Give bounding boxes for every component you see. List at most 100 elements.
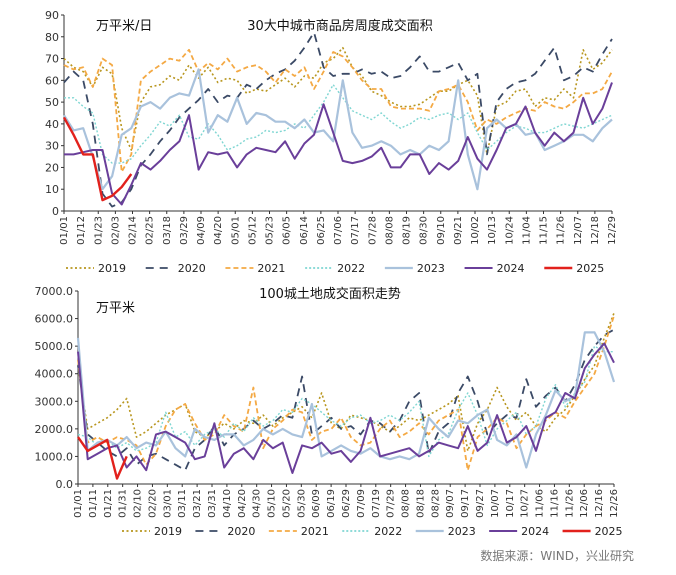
chart2-legend: 2019 2020 2021 2022 2023 2024 2025	[122, 525, 623, 538]
chart2-x-tick-label: 09/07	[445, 489, 456, 518]
chart2-y-tick-label: 6000.0	[35, 313, 74, 326]
chart2-y-tick-label: 0.0	[56, 478, 74, 491]
chart2-x-tick-label: 11/06	[535, 489, 546, 518]
chart1-legend-label-2024: 2024	[497, 262, 525, 275]
chart1-x-tick-label: 04/09	[196, 216, 207, 245]
chart2-series-2024	[77, 342, 615, 474]
chart2-x-tick-label: 07/09	[356, 489, 367, 518]
chart1-legend-label-2019: 2019	[98, 262, 126, 275]
chart2-legend-label-2023: 2023	[448, 525, 476, 538]
chart1-legend-label-2021: 2021	[257, 262, 285, 275]
chart2-x-tick-label: 02/20	[147, 489, 158, 518]
chart1-x-tick-label: 05/12	[247, 216, 258, 245]
chart1-y-tick-label: 10	[45, 183, 59, 196]
chart1-legend: 2019 2020 2021 2022 2023 2024 2025	[66, 262, 604, 275]
chart2-series-2019	[77, 312, 615, 452]
chart2-x-tick-label: 07/19	[371, 489, 382, 518]
chart2-x-tick-label: 04/30	[252, 489, 263, 518]
chart1-x-tick-label: 12/29	[607, 216, 618, 245]
chart1-x-tick-label: 11/26	[556, 216, 567, 245]
source-note: 数据来源：WIND，兴业研究	[480, 548, 634, 563]
chart2-x-tick-label: 08/08	[401, 489, 412, 518]
chart2-x-tick-label: 11/26	[564, 489, 575, 518]
chart2-x-tick-label: 01/01	[73, 489, 84, 518]
chart1-y-tick-label: 60	[45, 74, 59, 87]
chart1-legend-label-2022: 2022	[337, 262, 365, 275]
chart2-series	[76, 312, 616, 480]
chart2-x-tick-label: 09/17	[460, 489, 471, 518]
chart1-series-2021	[63, 48, 613, 173]
chart1-series-2023	[63, 68, 613, 191]
chart2-x-tick-label: 11/16	[549, 489, 560, 518]
chart2-legend-label-2022: 2022	[374, 525, 402, 538]
chart2-x-tick-label: 05/30	[296, 489, 307, 518]
chart2-x-tick-label: 04/20	[237, 489, 248, 518]
chart1-y-tick-label: 30	[45, 140, 59, 153]
chart2-x-tick-label: 07/29	[386, 489, 397, 518]
chart1-x-tick-label: 06/05	[282, 216, 293, 245]
chart1-x-tick-label: 06/25	[316, 216, 327, 245]
chart2-x-tick-label: 01/21	[103, 489, 114, 518]
chart1-x-tick-label: 01/12	[76, 216, 87, 245]
chart1-y-tick-label: 80	[45, 31, 59, 44]
chart1-x-tick-label: 10/13	[487, 216, 498, 245]
chart2-x-tick-label: 01/11	[88, 489, 99, 518]
chart1-x-tick-label: 08/30	[419, 216, 430, 245]
chart1-x-tick-label: 05/01	[230, 216, 241, 245]
chart2-x-tick-label: 08/28	[430, 489, 441, 518]
chart2-x-tick-label: 01/31	[118, 489, 129, 518]
chart2-y-tick-label: 4000.0	[35, 368, 74, 381]
chart1-x-tick-label: 12/07	[573, 216, 584, 245]
chart1-x-tick-label: 08/19	[402, 216, 413, 245]
chart1-title: 30大中城市商品房周度成交面积	[247, 18, 433, 34]
chart2-series-2020	[77, 328, 615, 472]
chart2-x-tick-label: 10/17	[505, 489, 516, 518]
chart1-x-tick-label: 12/18	[590, 216, 601, 245]
chart1-x-tick-label: 07/17	[350, 216, 361, 245]
chart2-x-tick-label: 09/27	[475, 489, 486, 518]
chart1-x-tick-label: 10/24	[504, 216, 515, 245]
chart2-x-tick-label: 06/29	[341, 489, 352, 518]
chart1-series-2024	[64, 82, 613, 206]
chart1-x-tick-label: 02/03	[110, 216, 121, 245]
chart1-y-tick-label: 50	[45, 96, 59, 109]
chart1-legend-label-2020: 2020	[178, 262, 206, 275]
chart2-y-tick-label: 5000.0	[35, 340, 74, 353]
chart2-y-tick-label: 2000.0	[35, 423, 74, 436]
chart1-series-2019	[63, 46, 613, 156]
chart1-x-tick-label: 02/14	[128, 216, 139, 245]
chart2-x-tick-label: 12/26	[609, 489, 620, 518]
chart2-x-tick-label: 10/27	[520, 489, 531, 518]
chart2-x-tick-label: 05/10	[267, 489, 278, 518]
chart1-x-tick-label: 01/23	[93, 216, 104, 245]
chart2-series-2025	[77, 436, 128, 480]
chart1-x-tick-label: 06/14	[299, 216, 310, 245]
chart1-axes: 0 10 20 30 40 50 60 70 80 90 01/01 01/12 01/23 02/03 0…	[45, 9, 618, 245]
chart2-series-2023	[76, 331, 616, 469]
chart2-x-tick-label: 04/10	[222, 489, 233, 518]
panel-land: 100城土地成交面积走势 万平米 0.0 1000.0 2000.0 3000.0 40…	[35, 285, 623, 538]
chart2-x-tick-label: 03/21	[192, 489, 203, 518]
chart2-y-tick-label: 3000.0	[35, 395, 74, 408]
chart1-legend-label-2023: 2023	[417, 262, 445, 275]
chart2-x-tick-label: 12/06	[579, 489, 590, 518]
chart2-unit-label: 万平米	[96, 301, 135, 316]
chart1-x-tick-label: 10/02	[470, 216, 481, 245]
chart1-x-tick-label: 04/20	[213, 216, 224, 245]
chart2-legend-label-2020: 2020	[227, 525, 255, 538]
chart2-x-tick-label: 10/07	[490, 489, 501, 518]
panel-residential: 30大中城市商品房周度成交面积 万平米/日 0 10 20 30 40 50 60 70 80 9…	[45, 9, 618, 275]
chart1-y-tick-label: 20	[45, 161, 59, 174]
chart2-x-tick-label: 03/31	[207, 489, 218, 518]
chart1-x-tick-label: 08/08	[384, 216, 395, 245]
chart2-x-tick-label: 03/01	[162, 489, 173, 518]
chart2-x-tick-label: 02/10	[133, 489, 144, 518]
chart1-x-tick-label: 09/21	[453, 216, 464, 245]
chart2-x-tick-label: 03/11	[177, 489, 188, 518]
chart1-series-2022	[64, 83, 613, 164]
chart2-title: 100城土地成交面积走势	[259, 286, 401, 302]
chart1-y-tick-label: 70	[45, 53, 59, 66]
chart2-y-tick-label: 1000.0	[35, 450, 74, 463]
chart1-x-tick-label: 07/28	[367, 216, 378, 245]
